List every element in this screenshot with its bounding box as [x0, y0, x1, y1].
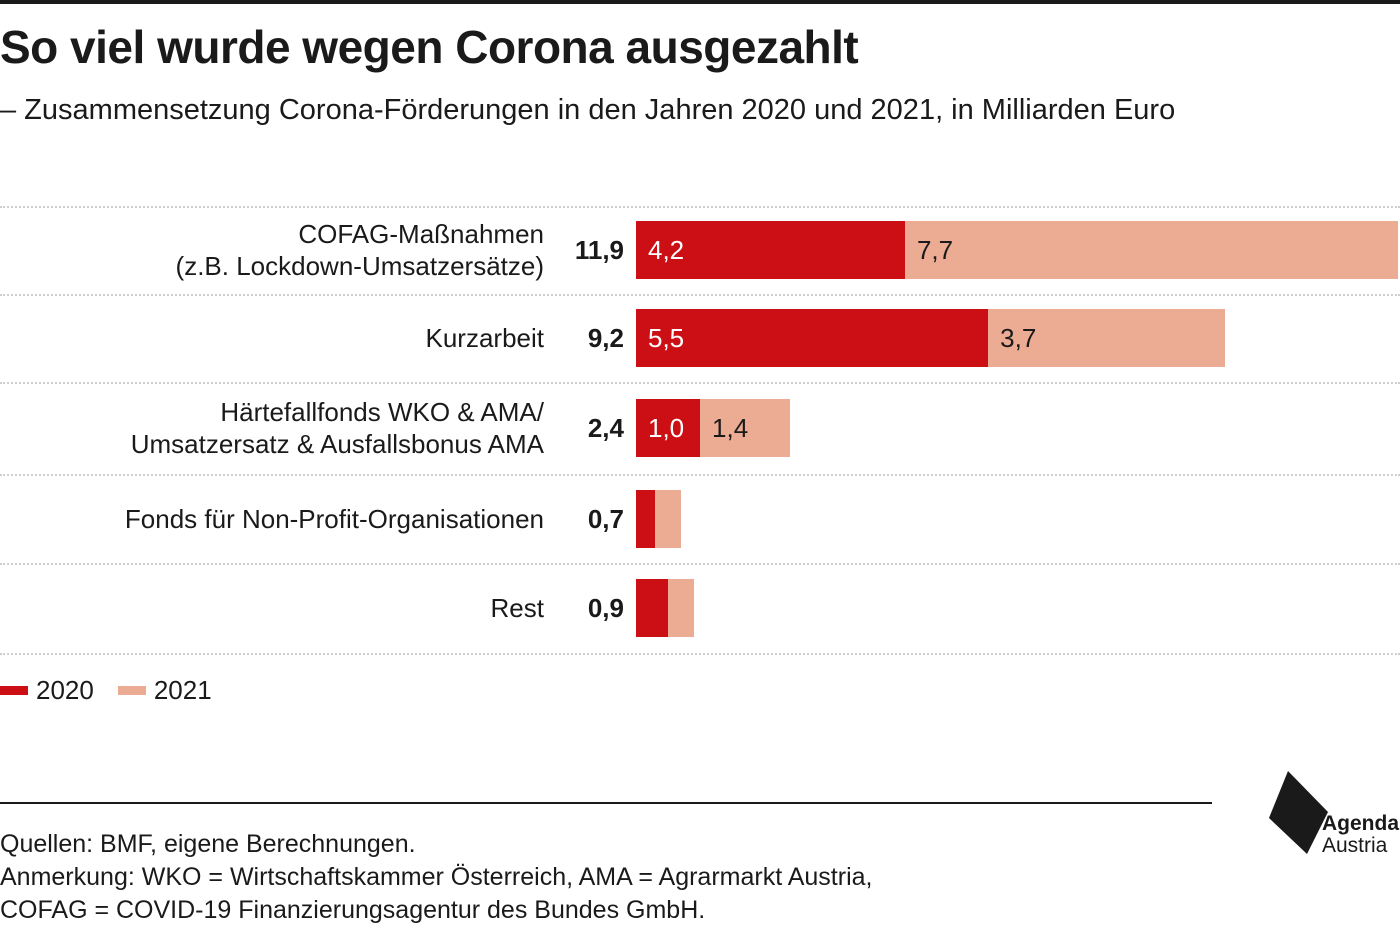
- legend-item-2021: 2021: [117, 674, 212, 706]
- row-separator-5: [0, 653, 1400, 655]
- row-separator-4: [0, 563, 1400, 565]
- bar-2020-0: [636, 221, 905, 279]
- row-separator-2: [0, 382, 1400, 384]
- category-label-1-line-0: Kurzarbeit: [425, 323, 545, 353]
- bar-label-2020-0: 4,2: [648, 235, 685, 265]
- row-separator-1: [0, 294, 1400, 296]
- category-label-4-line-0: Rest: [490, 593, 544, 623]
- chart-title: So viel wurde wegen Corona ausgezahlt: [0, 21, 859, 73]
- footer-note-line1: Anmerkung: WKO = Wirtschaftskammer Öster…: [0, 863, 873, 891]
- legend-label-2020: 2020: [36, 674, 94, 705]
- bar-2021-2: [700, 399, 790, 457]
- bar-label-2020-2: 1,0: [648, 413, 685, 443]
- category-label-1: Kurzarbeit: [426, 322, 545, 354]
- bar-2020-1: [636, 309, 989, 367]
- top-rule: [0, 0, 1400, 4]
- category-label-0-line-0: COFAG-Maßnahmen: [298, 219, 544, 249]
- legend-swatch-2020: [0, 685, 28, 695]
- total-label-0: 11,9: [574, 235, 624, 265]
- category-label-2-line-0: Härtefallfonds WKO & AMA/: [220, 397, 544, 427]
- total-label-2: 2,4: [587, 413, 624, 443]
- total-label-4: 0,9: [587, 593, 624, 623]
- agenda-austria-logo-icon: [1269, 771, 1328, 854]
- row-separator-3: [0, 474, 1400, 476]
- bar-label-2020-1: 5,5: [648, 323, 685, 353]
- footer-note-line2: COFAG = COVID-19 Finanzierungsagentur de…: [0, 896, 706, 924]
- bar-2020-4: [636, 579, 669, 637]
- legend-item-2020: 2020: [0, 675, 94, 706]
- bar-label-2021-1: 3,7: [1000, 323, 1037, 353]
- category-label-0: COFAG-Maßnahmen (z.B. Lockdown-Umsatzersä…: [176, 218, 544, 282]
- category-label-3-line-0: Fonds für Non-Profit-Organisationen: [124, 503, 544, 534]
- footer-sources: Quellen: BMF, eigene Berechnungen.: [0, 830, 416, 858]
- chart-subtitle: – Zusammensetzung Corona-Förderungen in …: [0, 94, 1176, 126]
- bar-2021-3: [655, 489, 681, 548]
- footer-rule: [0, 802, 1212, 804]
- logo-text-line2: Austria: [1322, 834, 1388, 857]
- bar-2021-0: [904, 221, 1398, 279]
- logo-text-line1: Agenda: [1322, 812, 1400, 835]
- category-label-2: Härtefallfonds WKO & AMA/Umsatzersatz & …: [131, 396, 544, 460]
- bar-2020-2: [636, 399, 701, 457]
- category-label-4: Rest: [491, 592, 544, 624]
- category-label-0-line-1: (z.B. Lockdown-Umsatzersätze): [175, 251, 544, 281]
- legend-label-2021: 2021: [153, 674, 212, 705]
- total-label-3: 0,7: [587, 503, 624, 534]
- bar-label-2021-0: 7,7: [916, 235, 954, 265]
- category-label-2-line-1: Umsatzersatz & Ausfallsbonus AMA: [130, 429, 544, 459]
- row-separator-0: [0, 206, 1400, 208]
- bar-2021-4: [668, 579, 694, 637]
- legend: 2020 2021: [0, 673, 236, 707]
- legend-swatch-2021: [117, 685, 146, 695]
- bar-2020-3: [636, 489, 656, 548]
- bar-2021-1: [988, 309, 1226, 367]
- category-label-3: Fonds für Non-Profit-Organisationen: [125, 503, 544, 535]
- bar-label-2021-2: 1,4: [712, 413, 749, 443]
- total-label-1: 9,2: [587, 323, 624, 353]
